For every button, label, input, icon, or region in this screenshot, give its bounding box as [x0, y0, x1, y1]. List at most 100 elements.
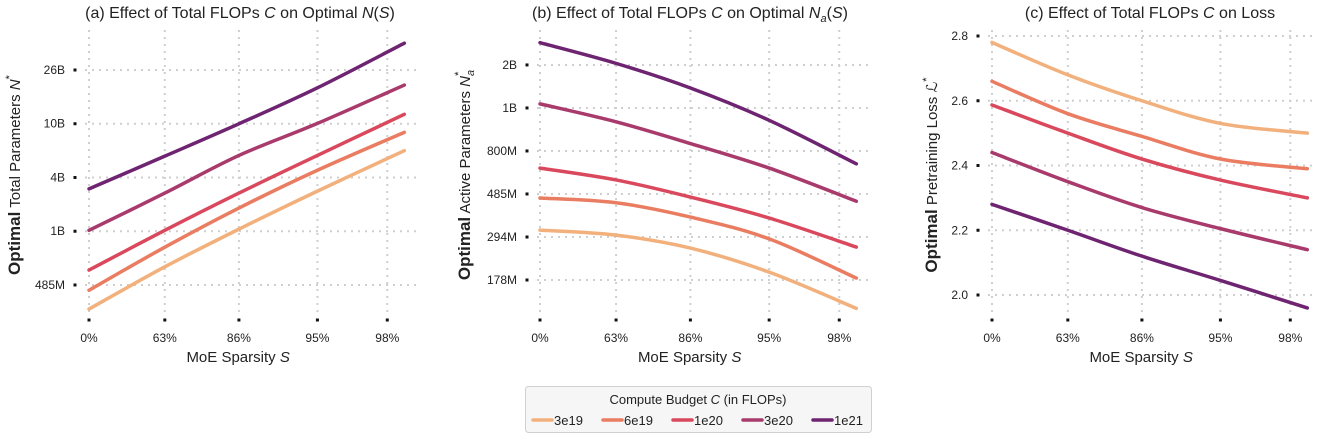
chart-title: (a) Effect of Total FLOPs C on Optimal N…	[85, 5, 395, 22]
y-tick-label: 1B	[50, 224, 65, 238]
x-tick-mark	[315, 318, 319, 322]
x-tick-mark	[1140, 318, 1144, 322]
x-axis-label: MoE Sparsity S	[638, 349, 741, 366]
series-line-6e19	[990, 79, 1310, 171]
series-line-1e21	[990, 202, 1310, 310]
y-axis-label: Optimal Total Parameters N*	[4, 74, 24, 275]
series-line-6e19	[87, 130, 407, 292]
x-tick-label: 86%	[678, 331, 702, 345]
series-line-3e20	[87, 83, 407, 233]
y-tick-label: 1B	[502, 101, 517, 115]
x-tick-label: 63%	[1056, 331, 1080, 345]
series-line-3e19	[87, 148, 407, 311]
x-tick-label: 0%	[531, 331, 549, 345]
panel-c: (c) Effect of Total FLOPs C on Loss 0% 63%…	[921, 5, 1312, 366]
y-tick-mark	[73, 229, 77, 233]
series-line-3e19	[538, 228, 859, 311]
x-tick-mark	[538, 318, 542, 322]
x-tick-label: 0%	[80, 331, 98, 345]
x-tick-label: 86%	[227, 331, 251, 345]
y-tick-label: 2.6	[951, 94, 968, 108]
chart-title: (b) Effect of Total FLOPs C on Optimal N…	[532, 5, 848, 25]
y-tick-mark	[525, 192, 529, 196]
legend-title: Compute Budget C (in FLOPs)	[609, 392, 786, 407]
y-tick-mark	[976, 99, 980, 103]
y-tick-mark	[73, 68, 77, 72]
legend-label: 1e21	[834, 413, 863, 428]
x-tick-mark	[237, 318, 241, 322]
x-tick-mark	[837, 318, 841, 322]
x-tick-mark	[614, 318, 618, 322]
series-line-1e20	[538, 166, 859, 249]
y-tick-mark	[73, 175, 77, 179]
x-tick-label: 63%	[153, 331, 177, 345]
y-tick-label: 485M	[35, 278, 65, 292]
legend-label: 6e19	[624, 413, 653, 428]
x-tick-mark	[163, 318, 167, 322]
legend-entry-1e20: 1e20	[671, 413, 723, 428]
y-tick-label: 2.4	[951, 159, 968, 173]
y-tick-label: 800M	[487, 144, 517, 158]
x-axis-label: MoE Sparsity S	[1089, 349, 1192, 366]
series-line-3e19	[990, 40, 1310, 135]
legend-label: 3e20	[764, 413, 793, 428]
x-tick-label: 0%	[983, 331, 1001, 345]
x-tick-label: 95%	[305, 331, 329, 345]
y-tick-label: 2.8	[951, 29, 968, 43]
y-tick-mark	[525, 278, 529, 282]
series-line-1e20	[990, 103, 1310, 200]
x-tick-label: 95%	[1208, 331, 1232, 345]
series-line-1e20	[87, 112, 407, 272]
y-tick-label: 2.2	[951, 223, 968, 237]
y-axis-label: Optimal Active Parameters Na*	[453, 70, 477, 280]
x-tick-mark	[767, 318, 771, 322]
y-tick-mark	[976, 293, 980, 297]
x-tick-label: 98%	[375, 331, 399, 345]
y-tick-label: 485M	[487, 187, 517, 201]
y-tick-mark	[525, 63, 529, 67]
x-tick-mark	[990, 318, 994, 322]
y-tick-mark	[525, 106, 529, 110]
series-line-3e20	[538, 102, 859, 203]
y-tick-label: 294M	[487, 230, 517, 244]
y-tick-mark	[976, 34, 980, 38]
chart-title: (c) Effect of Total FLOPs C on Loss	[1025, 5, 1275, 22]
legend-entry-1e21: 1e21	[811, 413, 863, 428]
legend-entry-3e19: 3e19	[531, 413, 583, 428]
x-tick-mark	[385, 318, 389, 322]
series-line-6e19	[538, 196, 859, 280]
y-tick-label: 2.0	[951, 288, 968, 302]
y-axis-label: Optimal Pretraining Loss ℒ*	[921, 77, 941, 273]
y-tick-label: 2B	[502, 58, 517, 72]
panel-b: (b) Effect of Total FLOPs C on Optimal N…	[453, 5, 870, 366]
x-tick-label: 98%	[1278, 331, 1302, 345]
y-tick-mark	[976, 228, 980, 232]
legend-entry-6e19: 6e19	[601, 413, 653, 428]
panel-a: (a) Effect of Total FLOPs C on Optimal N…	[4, 5, 418, 366]
y-tick-mark	[525, 235, 529, 239]
legend: Compute Budget C (in FLOPs) 3e19 6e19 1e20…	[525, 386, 872, 433]
series-line-1e21	[538, 40, 859, 166]
x-tick-mark	[87, 318, 91, 322]
y-tick-mark	[976, 164, 980, 167]
y-tick-label: 10B	[44, 117, 65, 131]
x-tick-label: 95%	[757, 331, 781, 345]
series-line-3e20	[990, 150, 1310, 252]
legend-label: 3e19	[554, 413, 583, 428]
x-axis-label: MoE Sparsity S	[186, 349, 289, 366]
x-tick-label: 86%	[1130, 331, 1154, 345]
x-tick-mark	[1066, 318, 1070, 322]
x-tick-mark	[1218, 318, 1222, 322]
legend-entry-3e20: 3e20	[741, 413, 793, 428]
x-tick-mark	[688, 318, 692, 322]
x-tick-label: 98%	[827, 331, 851, 345]
y-tick-label: 178M	[487, 273, 517, 287]
y-tick-label: 26B	[44, 63, 65, 77]
y-tick-mark	[73, 283, 77, 287]
y-tick-mark	[525, 149, 529, 153]
x-tick-mark	[1288, 318, 1292, 322]
y-tick-label: 4B	[50, 170, 65, 184]
y-tick-mark	[73, 122, 77, 126]
series-line-1e21	[87, 41, 407, 191]
